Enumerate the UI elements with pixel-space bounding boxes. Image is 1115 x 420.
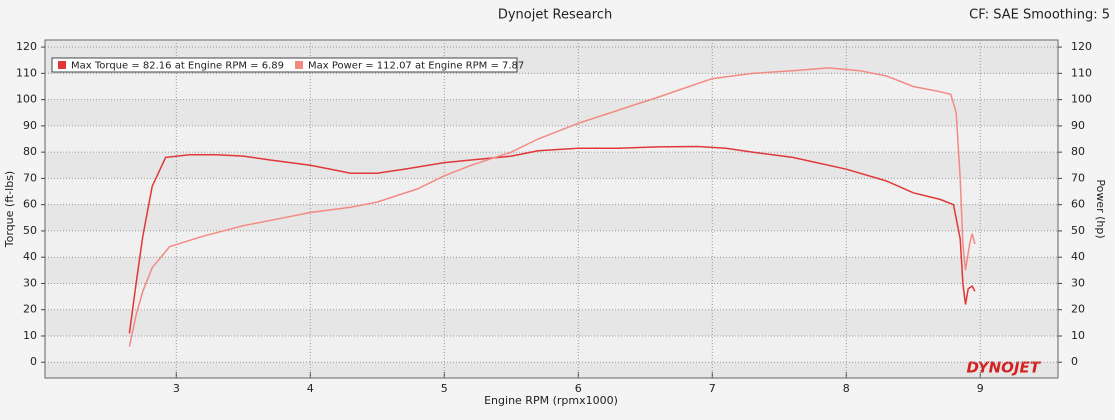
y-tick-label: 100: [16, 93, 37, 106]
logo: DYNOJET: [966, 359, 1041, 377]
x-tick-label: 5: [441, 382, 448, 395]
grid-band: [46, 73, 1057, 100]
y2-tick-label: 70: [1071, 171, 1085, 184]
y2-axis-label: Power (hp): [1094, 179, 1107, 238]
grid-band: [46, 230, 1057, 258]
y-axis-label: Torque (ft-lbs): [3, 171, 16, 248]
legend-swatch: [58, 61, 66, 69]
x-tick-label: 4: [307, 382, 314, 395]
y-tick-label: 60: [23, 198, 37, 211]
y-tick-label: 110: [16, 66, 37, 79]
y2-tick-label: 60: [1071, 198, 1085, 211]
series-line: [128, 145, 976, 334]
y-tick-label: 50: [23, 224, 37, 237]
legend-label: Max Torque = 82.16 at Engine RPM = 6.89: [71, 61, 284, 72]
grid-band: [46, 178, 1057, 205]
y-tick-label: 20: [23, 303, 37, 316]
y2-tick-label: 20: [1071, 303, 1085, 316]
x-tick-label: 3: [173, 382, 180, 395]
chart-title: Dynojet Research: [498, 8, 612, 23]
y2-tick-label: 40: [1071, 250, 1085, 263]
y-tick-label: 80: [23, 145, 37, 158]
y2-tick-label: 50: [1071, 224, 1085, 237]
legend-box: [51, 57, 518, 73]
y-tick-label: 90: [23, 119, 37, 132]
y2-tick-label: 90: [1071, 119, 1085, 132]
y2-tick-label: 30: [1071, 276, 1085, 289]
chart-subtitle: CF: SAE Smoothing: 5: [969, 8, 1110, 23]
y-tick-label: 120: [16, 40, 37, 53]
x-tick-label: 6: [575, 382, 582, 395]
y-tick-label: 10: [23, 329, 37, 342]
x-tick-label: 7: [709, 382, 716, 395]
x-axis-label: Engine RPM (rpmx1000): [484, 394, 618, 407]
grid-band: [46, 283, 1057, 310]
y-tick-label: 0: [30, 355, 37, 368]
legend-swatch: [294, 61, 303, 69]
y2-tick-label: 100: [1071, 93, 1092, 106]
x-tick-label: 9: [977, 382, 984, 395]
y2-tick-label: 80: [1071, 145, 1085, 158]
grid-band: [46, 335, 1057, 363]
y2-tick-label: 120: [1071, 40, 1092, 53]
grid-band: [46, 125, 1057, 153]
y2-tick-label: 10: [1071, 329, 1085, 342]
y-tick-label: 70: [23, 171, 37, 184]
y-tick-label: 40: [23, 250, 37, 263]
x-tick-label: 8: [843, 382, 850, 395]
y-tick-label: 30: [23, 276, 37, 289]
legend-label: Max Power = 112.07 at Engine RPM = 7.87: [308, 61, 524, 72]
y2-tick-label: 0: [1071, 355, 1078, 368]
y2-tick-label: 110: [1071, 66, 1092, 79]
series-line: [128, 67, 976, 347]
